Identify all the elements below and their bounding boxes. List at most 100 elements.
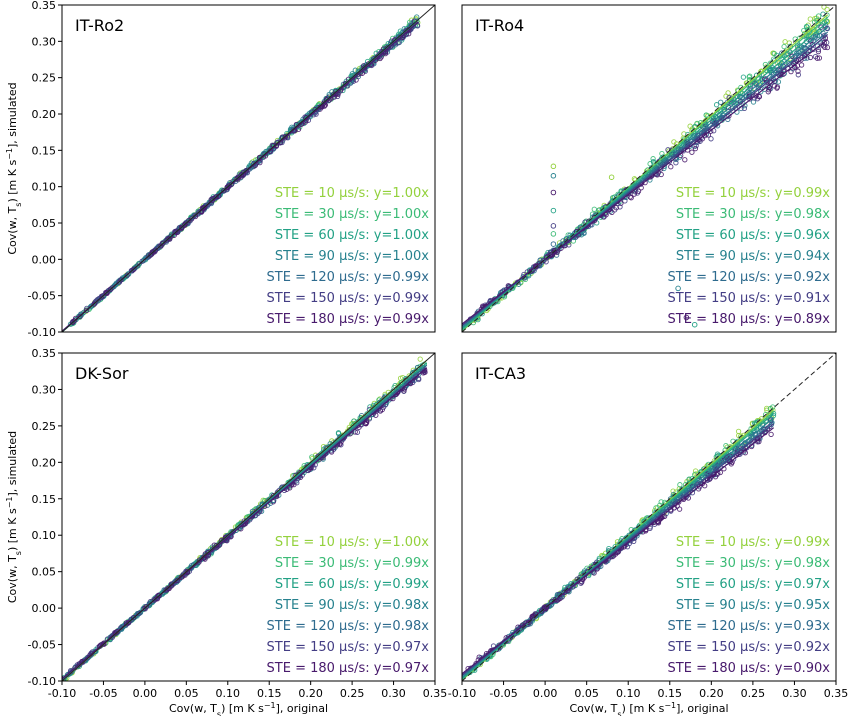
data-point [209, 197, 215, 204]
data-point [406, 31, 412, 37]
data-point [184, 568, 191, 575]
data-point [295, 126, 302, 132]
data-point [96, 295, 102, 302]
data-point [713, 102, 720, 108]
data-point [179, 224, 185, 231]
legend-entry-ste-90: STE = 90 μs/s: y=0.95x [676, 598, 830, 613]
data-point [795, 72, 801, 78]
data-point [758, 89, 764, 95]
data-point [788, 68, 794, 75]
y-tick-label: 0.20 [32, 108, 57, 121]
legend-entry-ste-150: STE = 150 μs/s: y=0.97x [267, 640, 430, 655]
legend-entry-ste-30: STE = 30 μs/s: y=0.98x [676, 207, 830, 222]
x-tick-label: -0.05 [489, 687, 517, 700]
data-point [668, 164, 674, 170]
legend-entry-ste-180: STE = 180 μs/s: y=0.97x [267, 661, 430, 676]
data-point [221, 187, 227, 194]
data-point [740, 74, 747, 80]
outlier-point [550, 231, 557, 237]
data-point [70, 319, 76, 325]
one-to-one-line [62, 5, 435, 332]
data-point [77, 313, 83, 320]
data-point [189, 216, 195, 222]
y-tick-label: 0.10 [32, 181, 57, 194]
data-point [354, 429, 361, 435]
data-point [156, 593, 162, 599]
data-point [373, 412, 379, 418]
data-point [287, 485, 293, 491]
data-point [414, 14, 420, 20]
data-point [168, 583, 174, 589]
data-point [676, 506, 683, 512]
y-tick-label: 0.15 [32, 144, 57, 157]
data-point [414, 23, 421, 29]
data-point [804, 24, 810, 30]
legend-entry-ste-150: STE = 150 μs/s: y=0.99x [267, 291, 430, 306]
data-point [617, 204, 623, 210]
data-point [696, 137, 703, 143]
y-tick-label: -0.10 [28, 326, 56, 339]
legend-entry-ste-180: STE = 180 μs/s: y=0.99x [267, 312, 430, 327]
y-tick-label: 0.05 [32, 217, 57, 230]
y-tick-label: -0.10 [28, 675, 56, 688]
outlier-point [691, 321, 698, 328]
axes-frame [61, 4, 436, 333]
data-point [768, 431, 774, 438]
legend-entry-ste-150: STE = 150 μs/s: y=0.92x [668, 640, 831, 655]
data-point [764, 405, 770, 412]
data-point [725, 90, 731, 96]
axes-frame [61, 352, 436, 682]
data-point [624, 544, 631, 550]
data-point [686, 476, 692, 482]
y-tick-label: -0.05 [28, 290, 56, 303]
data-point [765, 89, 771, 95]
legend-entry-ste-120: STE = 120 μs/s: y=0.92x [668, 270, 831, 285]
y-tick-label: 0.35 [32, 0, 57, 12]
data-point [764, 79, 770, 85]
data-point [770, 404, 776, 410]
data-point [653, 505, 659, 511]
data-point [309, 454, 315, 460]
x-tick-label: -0.05 [89, 687, 117, 700]
data-point [680, 496, 687, 503]
data-point [536, 260, 543, 266]
data-point [282, 133, 288, 140]
data-point [142, 605, 148, 611]
y-tick-label: 0.30 [32, 383, 57, 396]
data-point [158, 243, 164, 249]
outlier-point [608, 174, 615, 180]
data-point [200, 206, 207, 212]
data-point [658, 499, 664, 505]
data-point [234, 176, 240, 182]
x-tick-label: -0.10 [448, 687, 476, 700]
data-point [139, 258, 145, 264]
data-point [638, 185, 644, 191]
legend-entry-ste-90: STE = 90 μs/s: y=0.94x [676, 249, 830, 264]
data-point [352, 429, 358, 435]
data-point [659, 150, 665, 157]
data-point [173, 228, 179, 234]
legend-entry-ste-10: STE = 10 μs/s: y=0.99x [676, 186, 830, 201]
legend-entry-ste-30: STE = 30 μs/s: y=0.98x [676, 556, 830, 571]
one-to-one-line [462, 5, 836, 332]
outlier-point [550, 163, 557, 170]
data-point [108, 633, 115, 640]
data-point [631, 538, 637, 545]
data-point [801, 27, 807, 34]
data-point [238, 172, 245, 178]
data-point [270, 499, 276, 505]
data-point [213, 194, 219, 200]
data-point [172, 229, 179, 235]
data-point [756, 94, 763, 100]
data-point [395, 40, 401, 46]
plot-area [462, 353, 836, 681]
outlier-point [550, 173, 557, 179]
data-point [417, 356, 423, 362]
data-point [781, 43, 787, 50]
x-tick-label: 0.00 [533, 687, 558, 700]
x-tick-label: 0.30 [381, 687, 406, 700]
x-tick-label: -0.10 [48, 687, 76, 700]
plot-area [462, 5, 836, 332]
legend-entry-ste-60: STE = 60 μs/s: y=0.99x [275, 577, 429, 592]
y-axis-label-2: Cov(w, Ts) [m K s−1], simulated [5, 431, 23, 603]
